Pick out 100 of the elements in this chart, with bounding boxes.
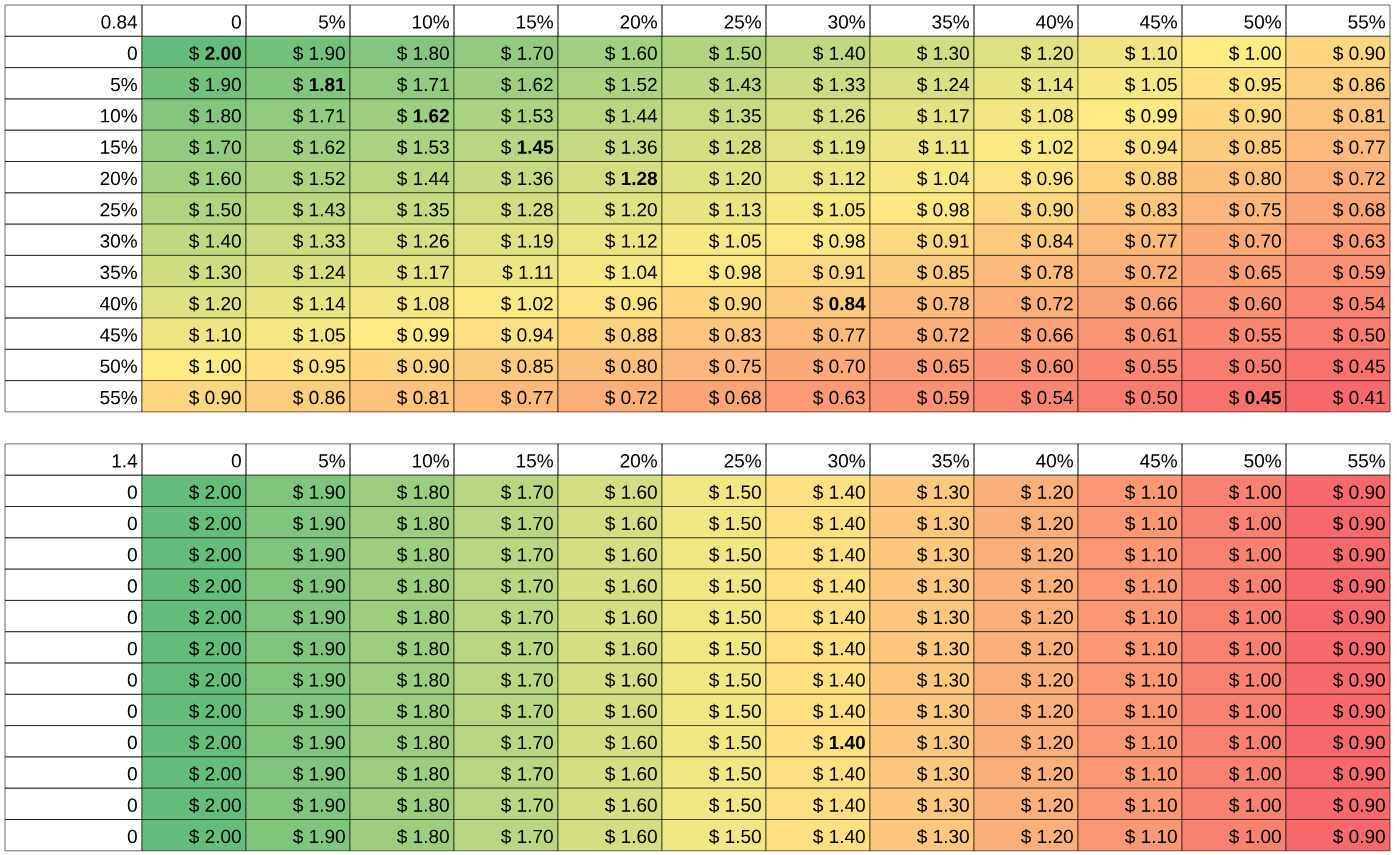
data-label: $ 1.80 [189, 108, 241, 124]
data-label: $ 1.90 [293, 547, 345, 563]
data-label: $ 1.10 [1125, 672, 1177, 688]
y-tick-label: 0 [127, 829, 137, 844]
data-label: $ 1.02 [1021, 139, 1073, 155]
data-label: $ 1.40 [189, 233, 241, 249]
data-label: $ 1.20 [1021, 484, 1073, 500]
x-tick-label: 5% [318, 15, 345, 29]
data-label: $ 0.90 [1333, 484, 1385, 500]
data-label: $ 0.90 [1333, 828, 1385, 845]
data-label: $ 1.30 [917, 609, 969, 626]
data-label: $ 1.10 [1125, 828, 1177, 845]
y-tick-label: 0 [127, 610, 137, 625]
data-label: $ 1.44 [605, 108, 658, 124]
data-label: $ 1.00 [1229, 515, 1281, 532]
data-label: $ 1.43 [709, 77, 761, 93]
data-label: $ 0.85 [501, 358, 553, 375]
data-label: $ 0.68 [709, 390, 761, 406]
data-label: $ 2.00 [189, 766, 241, 782]
data-label: $ 1.90 [293, 735, 345, 751]
data-label: $ 1.80 [397, 703, 449, 720]
y-tick-label: 0 [127, 548, 137, 562]
x-tick-label: 25% [724, 454, 761, 468]
data-label: $ 0.85 [1229, 139, 1281, 155]
data-label: $ 1.30 [917, 547, 969, 563]
data-label: $ 0.80 [1229, 170, 1281, 187]
data-label: $ 1.60 [605, 515, 657, 532]
data-label: $ 0.45 [1333, 358, 1385, 375]
data-label: $ 1.20 [605, 202, 657, 218]
data-label: $ 1.60 [605, 578, 657, 594]
data-label: $ 1.90 [293, 828, 345, 845]
data-label: $ 0.72 [1125, 264, 1177, 281]
data-label: $ 1.62 [397, 108, 449, 124]
data-label: $ 1.60 [605, 828, 657, 845]
y-tick-label: 45% [100, 328, 137, 342]
data-label: $ 1.90 [293, 484, 345, 500]
data-label: $ 1.50 [709, 703, 761, 720]
data-label: $ 1.24 [917, 77, 970, 93]
data-label: $ 0.90 [1229, 108, 1281, 124]
data-label: $ 1.70 [501, 578, 553, 594]
data-label: $ 1.70 [501, 641, 553, 657]
data-label: $ 1.90 [293, 766, 345, 782]
x-tick-label: 50% [1244, 15, 1281, 29]
data-label: $ 1.00 [1229, 735, 1281, 751]
data-label: $ 1.70 [501, 766, 553, 782]
data-label: $ 1.60 [605, 797, 657, 813]
data-label: $ 1.20 [1021, 828, 1073, 845]
data-label: $ 1.28 [501, 202, 553, 218]
data-label: $ 1.80 [397, 797, 449, 813]
y-tick-label: 15% [101, 140, 137, 154]
data-label: $ 0.90 [1021, 202, 1073, 218]
y-tick-label: 35% [100, 265, 137, 280]
data-label: $ 0.81 [1333, 108, 1385, 124]
data-label: $ 0.90 [1333, 735, 1385, 751]
data-label: $ 1.14 [293, 296, 346, 312]
data-label: $ 0.72 [1021, 296, 1073, 312]
x-tick-label: 45% [1140, 454, 1177, 468]
data-label: $ 0.50 [1125, 390, 1177, 406]
data-label: $ 1.90 [293, 515, 345, 532]
data-label: $ 1.90 [293, 703, 345, 720]
data-label: $ 1.04 [917, 170, 970, 187]
data-label: $ 1.30 [917, 45, 969, 62]
data-label: $ 1.80 [397, 578, 449, 594]
data-label: $ 1.28 [709, 139, 761, 155]
data-label: $ 0.86 [1333, 77, 1385, 93]
data-label: $ 0.70 [1229, 233, 1281, 249]
data-label: $ 1.50 [709, 515, 761, 532]
data-label: $ 0.78 [917, 296, 969, 312]
data-label: $ 2.00 [189, 828, 241, 845]
data-label: $ 1.40 [813, 547, 865, 563]
data-label: $ 1.10 [1125, 766, 1177, 782]
data-label: $ 0.54 [1021, 390, 1074, 406]
data-label: $ 1.60 [605, 484, 657, 500]
data-label: $ 1.05 [709, 233, 761, 249]
data-label: $ 1.50 [709, 484, 761, 500]
data-label: $ 1.90 [293, 797, 345, 813]
data-label: $ 1.11 [502, 264, 553, 281]
x-tick-label: 0 [231, 15, 241, 29]
data-label: $ 1.10 [1125, 797, 1177, 813]
y-tick-label: 30% [100, 234, 137, 248]
data-label: $ 1.60 [605, 547, 657, 563]
data-label: $ 0.54 [1333, 296, 1386, 312]
data-label: $ 1.10 [1125, 578, 1177, 594]
data-label: $ 1.35 [709, 108, 761, 124]
data-label: $ 1.80 [397, 45, 449, 62]
data-label: $ 1.70 [501, 797, 553, 813]
data-label: $ 1.90 [293, 672, 345, 688]
data-label: $ 1.17 [917, 108, 969, 124]
y-tick-label: 0 [127, 767, 137, 781]
data-label: $ 2.00 [189, 735, 241, 751]
data-label: $ 1.20 [1021, 797, 1073, 813]
data-label: $ 0.96 [605, 296, 657, 312]
y-tick-label: 10% [101, 109, 137, 123]
data-label: $ 1.20 [1021, 641, 1073, 657]
data-label: $ 1.70 [501, 672, 553, 688]
data-label: $ 1.30 [917, 766, 969, 782]
data-label: $ 0.90 [1333, 547, 1385, 563]
chart-title: 0.84 [101, 15, 138, 29]
data-label: $ 1.20 [709, 170, 761, 187]
x-tick-label: 10% [413, 15, 449, 29]
